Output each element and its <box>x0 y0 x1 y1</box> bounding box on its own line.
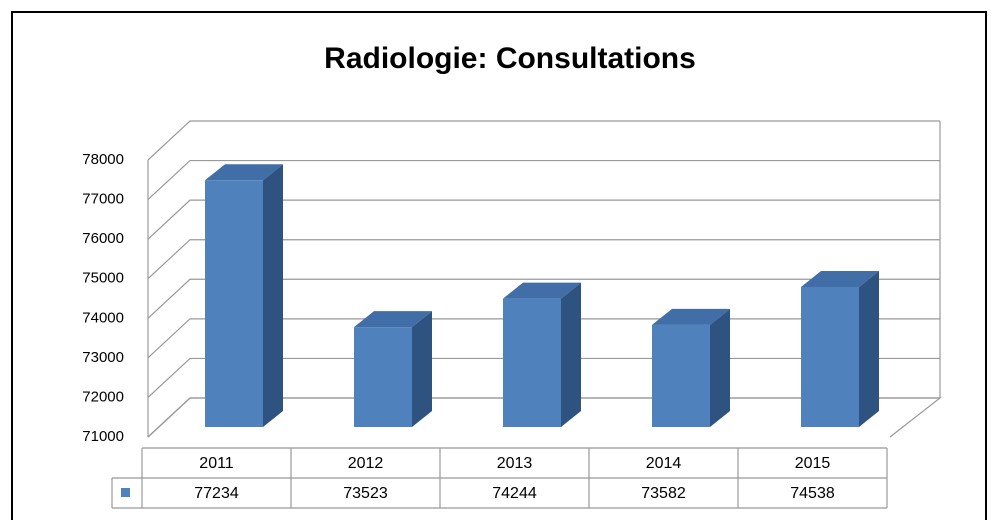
table-grid <box>111 447 888 509</box>
grid-line <box>147 120 940 161</box>
bar-top <box>503 282 581 299</box>
bar-side <box>710 308 730 427</box>
bar-top <box>205 164 283 181</box>
x-tick-label: 2015 <box>795 455 831 472</box>
y-tick-label: 73000 <box>82 349 124 366</box>
y-tick-label: 75000 <box>82 270 124 287</box>
grid-line <box>147 199 940 240</box>
grid-line <box>147 239 940 280</box>
x-tick-label: 2012 <box>348 455 384 472</box>
y-tick-label: 76000 <box>82 230 124 247</box>
value-label: 73523 <box>343 485 388 502</box>
bar <box>652 324 710 427</box>
x-tick-label: 2011 <box>199 455 234 472</box>
grid-line <box>147 159 940 201</box>
bar-top <box>354 311 432 328</box>
bar-top <box>801 270 879 287</box>
y-tick-label: 74000 <box>82 309 124 326</box>
x-tick-label: 2014 <box>646 455 682 472</box>
bar <box>354 327 412 427</box>
bar <box>503 298 561 427</box>
bar <box>801 286 859 427</box>
bar-side <box>859 270 879 427</box>
bar-side <box>561 282 581 427</box>
bar-side <box>263 164 283 428</box>
y-tick-label: 77000 <box>82 191 124 208</box>
chart-title: Radiologie: Consultations <box>324 42 696 75</box>
value-label: 73582 <box>641 485 686 502</box>
bar-top <box>652 308 730 325</box>
frame <box>11 11 987 520</box>
grid-line <box>147 278 940 319</box>
y-tick-label: 72000 <box>82 388 124 405</box>
value-label: 77234 <box>194 485 239 502</box>
x-tick-label: 2013 <box>497 455 533 472</box>
value-label: 74244 <box>492 485 537 502</box>
bar <box>205 180 263 427</box>
legend-swatch <box>121 488 130 497</box>
bar-side <box>412 311 432 427</box>
value-label: 74538 <box>790 485 835 502</box>
y-tick-label: 78000 <box>82 151 124 168</box>
y-tick-label: 71000 <box>82 428 124 445</box>
